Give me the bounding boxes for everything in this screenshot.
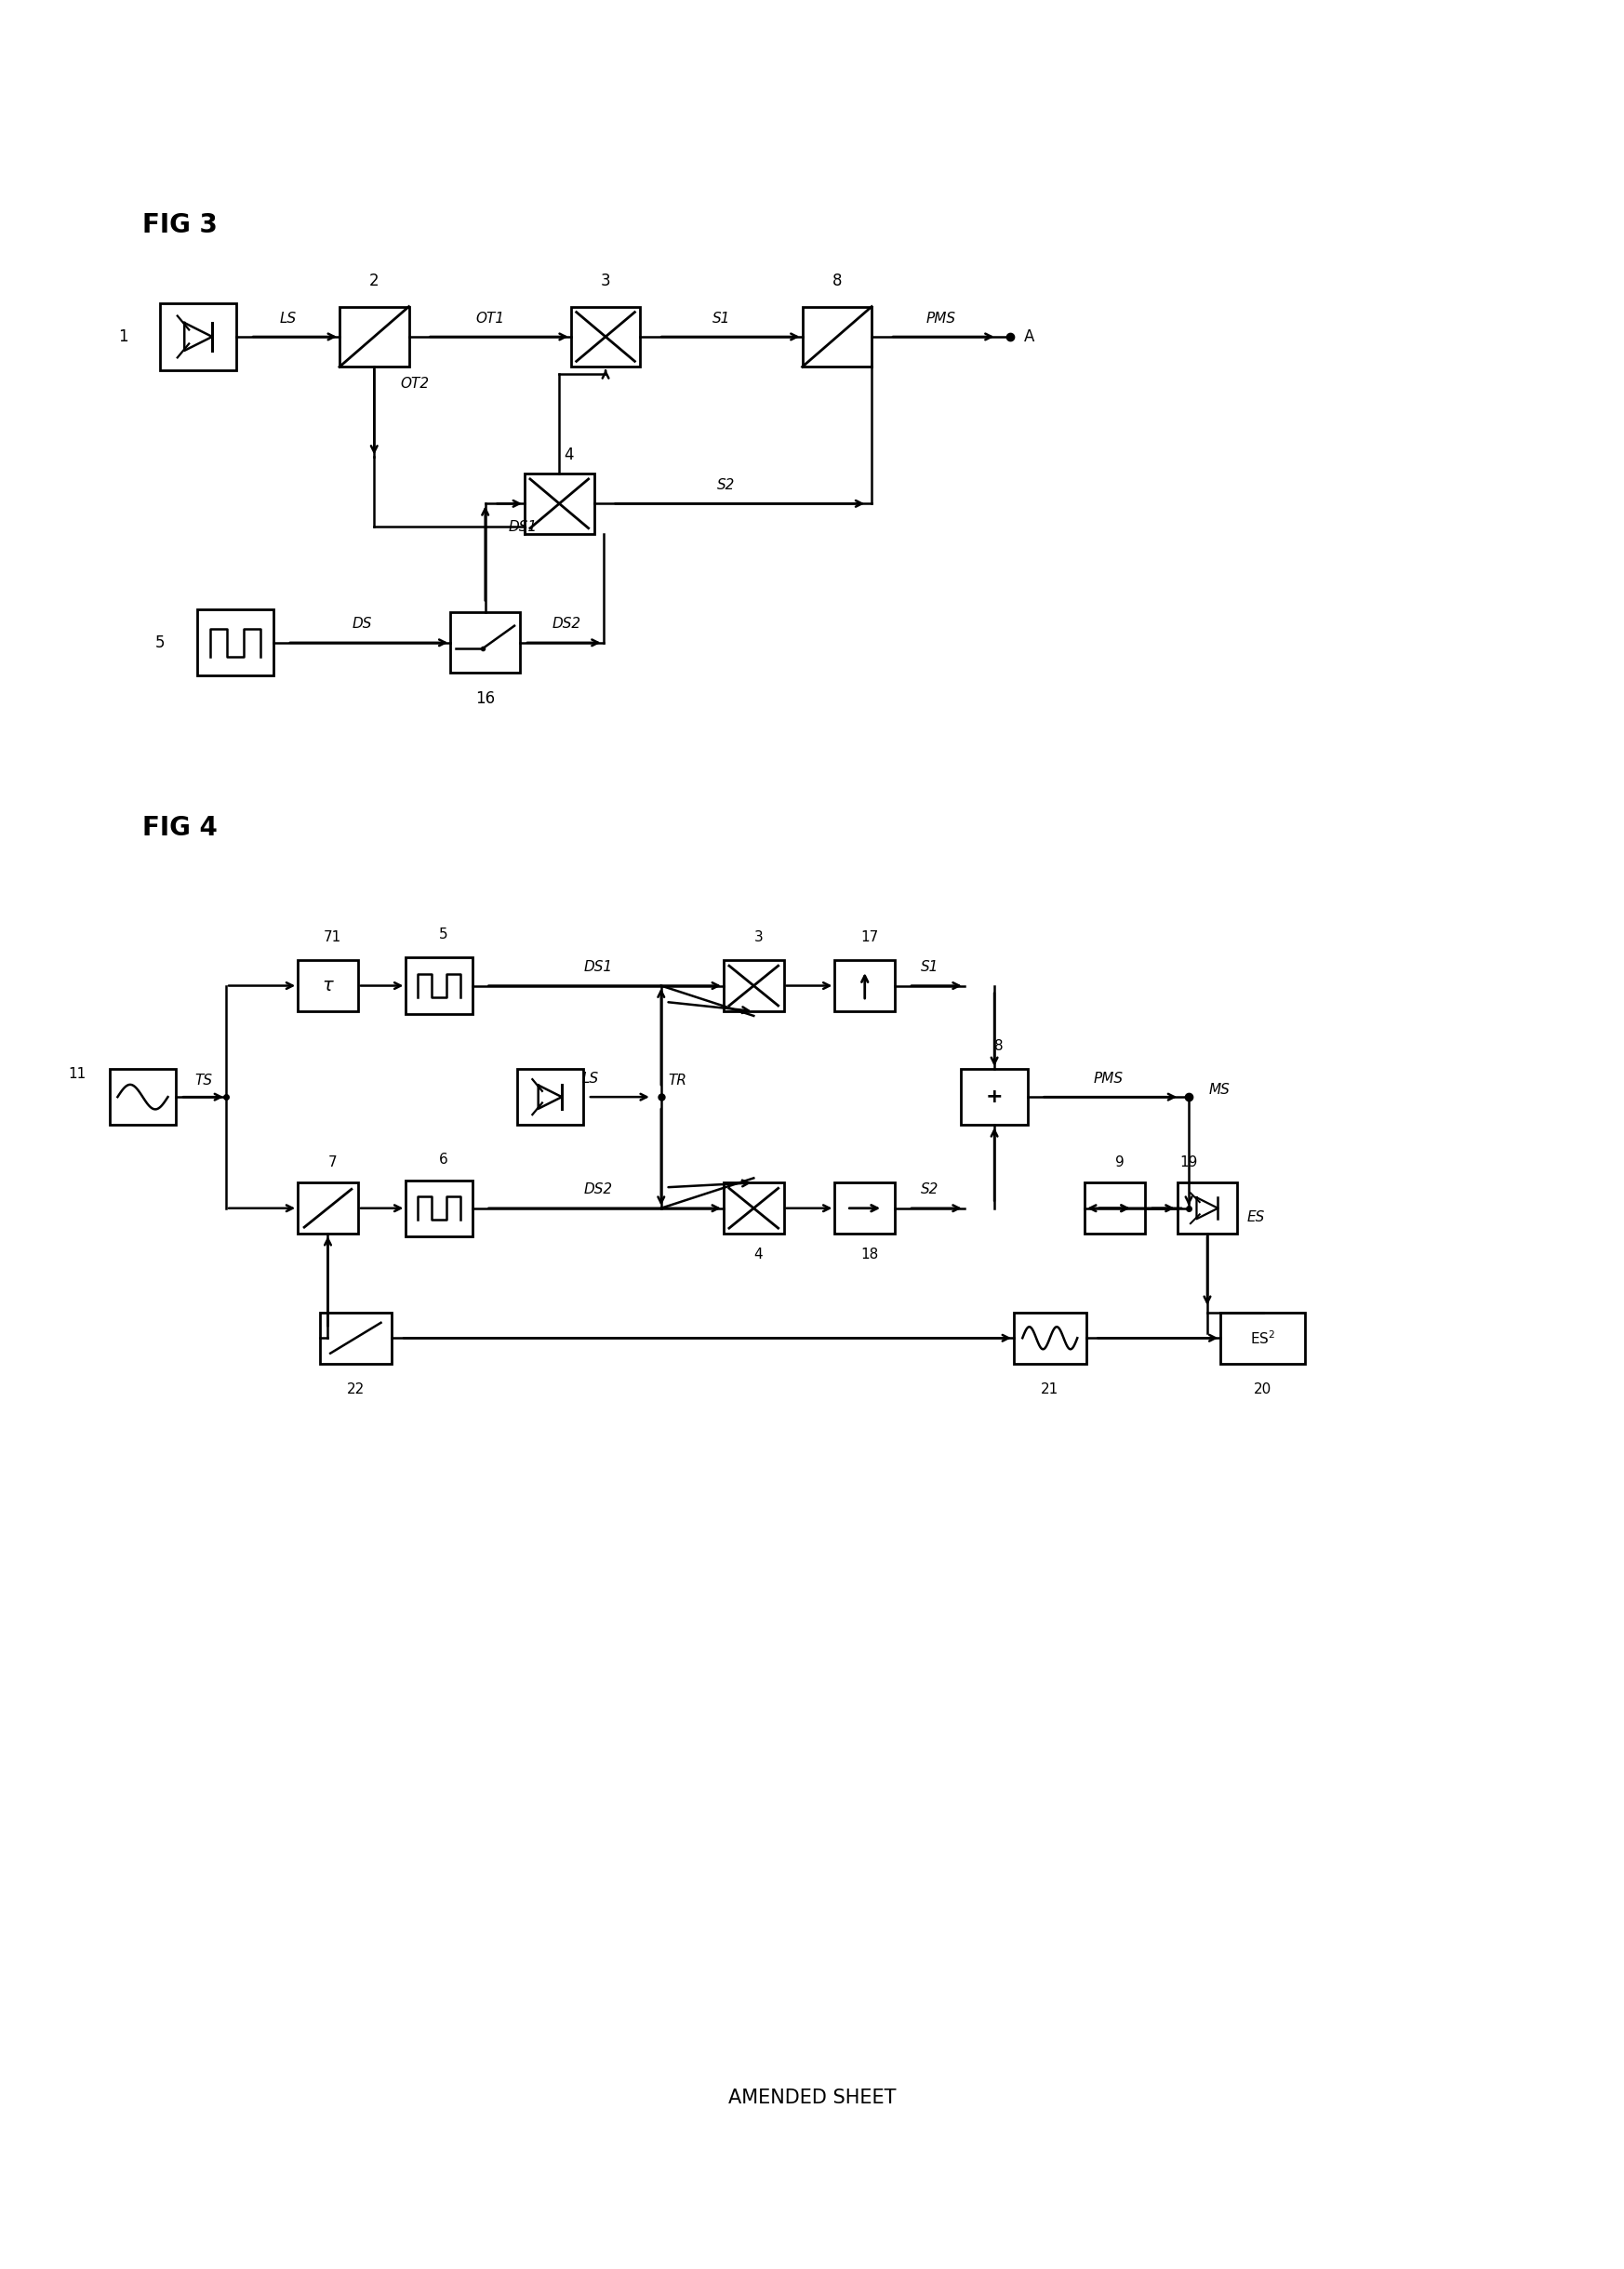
- Text: OT1: OT1: [476, 311, 505, 324]
- Text: 7: 7: [328, 1155, 336, 1169]
- Text: 5: 5: [438, 928, 448, 942]
- Text: 8: 8: [831, 272, 841, 288]
- Text: ES$^2$: ES$^2$: [1250, 1330, 1275, 1348]
- Text: TR: TR: [669, 1073, 687, 1087]
- Text: 1: 1: [119, 329, 128, 345]
- Text: S1: S1: [713, 311, 731, 324]
- Bar: [835, 960, 895, 1012]
- Text: PMS: PMS: [1093, 1071, 1122, 1085]
- Bar: [339, 306, 409, 368]
- Text: DS2: DS2: [583, 1182, 612, 1196]
- Bar: [161, 304, 237, 370]
- Text: DS: DS: [352, 617, 372, 631]
- Bar: [525, 474, 594, 533]
- Text: S2: S2: [921, 1182, 939, 1196]
- Text: DS1: DS1: [508, 520, 538, 533]
- Text: 17: 17: [861, 930, 879, 944]
- Bar: [835, 1182, 895, 1234]
- Bar: [802, 306, 872, 368]
- Text: LS: LS: [581, 1071, 599, 1085]
- Bar: [320, 1311, 391, 1364]
- Text: 71: 71: [323, 930, 341, 944]
- Bar: [724, 960, 784, 1012]
- Bar: [1177, 1182, 1237, 1234]
- Bar: [450, 613, 520, 674]
- Bar: [961, 1069, 1028, 1125]
- Text: AMENDED SHEET: AMENDED SHEET: [728, 2090, 896, 2108]
- Text: 4: 4: [754, 1248, 763, 1262]
- Bar: [297, 960, 357, 1012]
- Text: 11: 11: [68, 1066, 86, 1080]
- Text: 20: 20: [1254, 1382, 1272, 1395]
- Text: DS1: DS1: [583, 960, 612, 973]
- Bar: [1221, 1311, 1306, 1364]
- Text: S1: S1: [921, 960, 939, 973]
- Text: 16: 16: [476, 690, 495, 708]
- Text: 2: 2: [369, 272, 378, 288]
- Text: 21: 21: [1041, 1382, 1059, 1395]
- Text: 8: 8: [994, 1039, 1004, 1053]
- Text: TS: TS: [195, 1073, 213, 1087]
- Text: LS: LS: [279, 311, 296, 324]
- Bar: [724, 1182, 784, 1234]
- Text: $\tau$: $\tau$: [322, 978, 335, 994]
- Bar: [406, 958, 473, 1014]
- Text: A: A: [1023, 329, 1034, 345]
- Bar: [1013, 1311, 1086, 1364]
- Text: 3: 3: [754, 930, 763, 944]
- Text: 18: 18: [861, 1248, 879, 1262]
- Text: MS: MS: [1210, 1082, 1231, 1096]
- Text: 9: 9: [1114, 1155, 1124, 1169]
- Text: OT2: OT2: [400, 377, 429, 390]
- Text: 4: 4: [564, 447, 573, 463]
- Bar: [516, 1069, 583, 1125]
- Text: 22: 22: [346, 1382, 365, 1395]
- Text: +: +: [986, 1087, 1004, 1107]
- Text: ES: ES: [1247, 1209, 1265, 1225]
- Bar: [110, 1069, 175, 1125]
- Bar: [297, 1182, 357, 1234]
- Bar: [572, 306, 640, 368]
- Bar: [197, 610, 273, 676]
- Text: PMS: PMS: [926, 311, 957, 324]
- Text: 3: 3: [601, 272, 611, 288]
- Bar: [406, 1180, 473, 1237]
- Text: FIG 3: FIG 3: [143, 213, 218, 238]
- Text: S2: S2: [716, 479, 736, 492]
- Text: 6: 6: [438, 1153, 448, 1166]
- Text: 19: 19: [1179, 1155, 1199, 1169]
- Text: FIG 4: FIG 4: [143, 815, 218, 842]
- Bar: [1085, 1182, 1145, 1234]
- Text: DS2: DS2: [552, 617, 581, 631]
- Text: 5: 5: [154, 635, 164, 651]
